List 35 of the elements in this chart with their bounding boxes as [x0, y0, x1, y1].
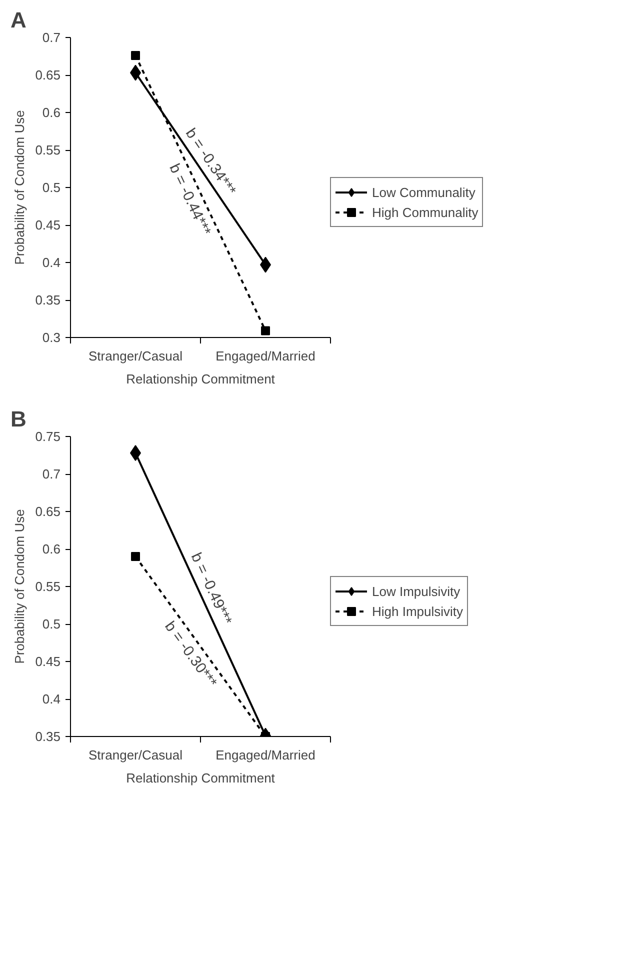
x-tick-label: Engaged/Married	[216, 348, 316, 364]
point	[131, 552, 140, 561]
y-tick-label: 0.35	[35, 729, 61, 744]
y-tick-label: 0.5	[42, 180, 61, 195]
chart-title: A	[10, 8, 26, 32]
legend-label: High Impulsivity	[372, 604, 464, 618]
x-tick-label: Stranger/Casual	[88, 348, 183, 364]
y-tick-label: 0.55	[35, 579, 61, 594]
y-tick-label: 0.35	[35, 292, 61, 308]
y-tick-label: 0.65	[35, 68, 61, 82]
y-tick-label: 0.7	[42, 30, 61, 45]
y-tick-label: 0.7	[42, 466, 61, 482]
legend-label: Low Communality	[372, 184, 476, 200]
y-tick-label: 0.4	[42, 255, 61, 270]
y-tick-label: 0.6	[42, 542, 61, 556]
x-axis-title: Relationship Commitment	[126, 770, 276, 786]
point	[261, 326, 270, 336]
x-tick-label: Engaged/Married	[216, 748, 316, 762]
y-axis-title: Probability of Condom Use	[12, 509, 28, 664]
y-tick-label: 0.3	[42, 330, 61, 345]
y-axis-title: Probability of Condom Use	[12, 110, 28, 265]
chart-title: B	[10, 406, 26, 432]
x-tick-label: Stranger/Casual	[88, 748, 183, 762]
y-tick-label: 0.6	[42, 105, 61, 120]
y-tick-label: 0.75	[35, 429, 61, 444]
y-tick-label: 0.45	[35, 218, 61, 232]
y-tick-label: 0.55	[35, 142, 61, 158]
legend-label: High Communality	[372, 204, 478, 220]
point	[131, 51, 140, 60]
legend-label: Low Impulsivity	[372, 584, 460, 598]
x-axis-title: Relationship Commitment	[126, 372, 276, 386]
y-tick-label: 0.4	[42, 692, 61, 706]
y-tick-label: 0.5	[42, 616, 61, 632]
y-tick-label: 0.45	[35, 654, 61, 669]
y-tick-label: 0.65	[35, 504, 61, 519]
